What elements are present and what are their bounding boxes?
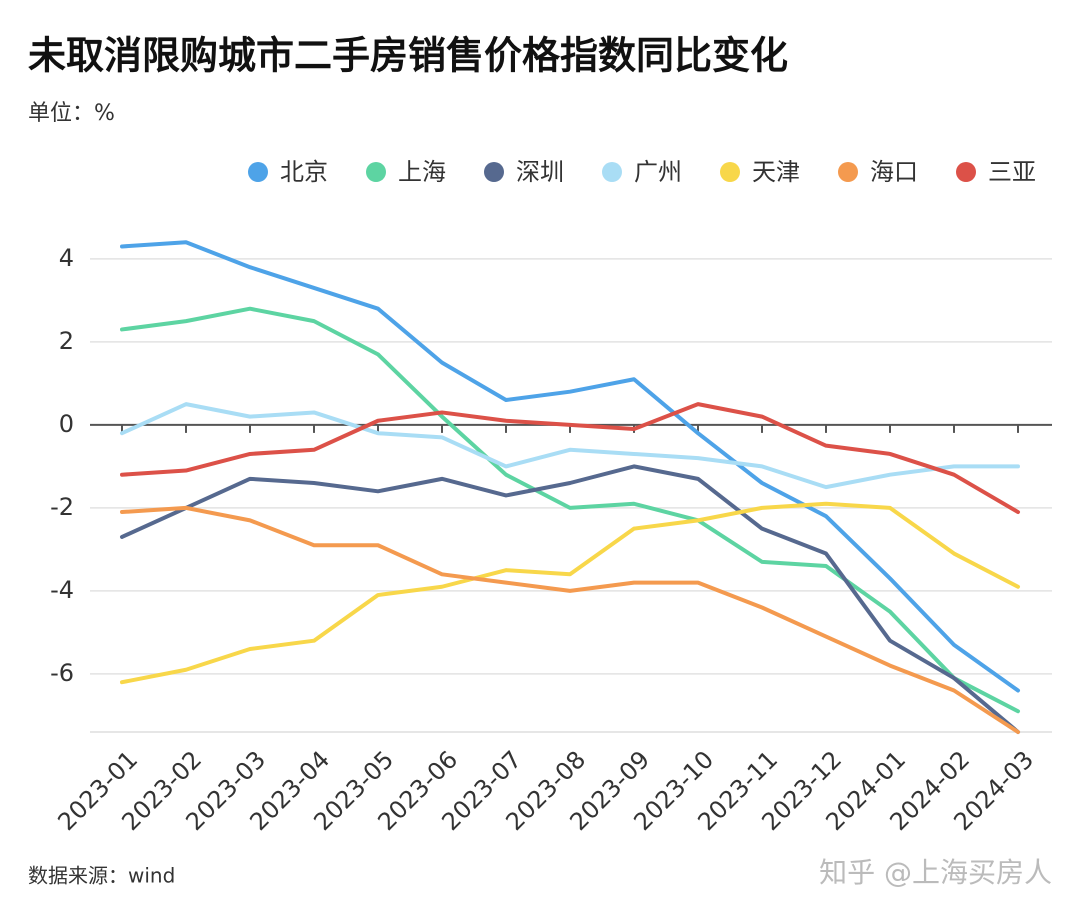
y-tick-label: -2 — [50, 493, 74, 521]
series-line — [120, 501, 1020, 685]
legend-label: 上海 — [398, 158, 446, 186]
series-line — [120, 402, 1020, 515]
y-tick-label: 2 — [59, 327, 74, 355]
chart-subtitle: 单位：% — [28, 101, 115, 126]
series-line — [120, 464, 1020, 734]
legend-label: 天津 — [752, 158, 800, 186]
legend-marker — [602, 162, 622, 182]
legend-marker — [248, 162, 268, 182]
legend-label: 北京 — [280, 158, 328, 186]
y-tick-label: -4 — [50, 576, 74, 604]
chart-title: 未取消限购城市二手房销售价格指数同比变化 — [28, 34, 788, 78]
y-tick-label: 0 — [59, 410, 74, 438]
legend-label: 海口 — [870, 158, 918, 186]
legend-label: 三亚 — [988, 158, 1036, 186]
y-tick-label: -6 — [50, 659, 74, 687]
series-line — [120, 306, 1020, 714]
legend-marker — [956, 162, 976, 182]
series-line — [120, 402, 1020, 490]
legend-marker — [366, 162, 386, 182]
watermark: 知乎 @上海买房人 — [819, 856, 1052, 889]
legend-marker — [720, 162, 740, 182]
legend-marker — [838, 162, 858, 182]
legend-label: 深圳 — [516, 158, 564, 186]
source-note: 数据来源：wind — [28, 864, 175, 888]
series-line — [120, 505, 1020, 734]
series-line — [120, 240, 1020, 693]
legend-label: 广州 — [634, 158, 682, 186]
y-tick-label: 4 — [59, 244, 74, 272]
legend-marker — [484, 162, 504, 182]
